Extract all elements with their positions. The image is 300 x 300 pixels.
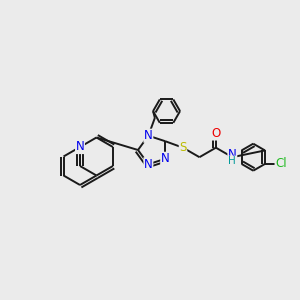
Text: N: N [144, 158, 153, 171]
Text: H: H [229, 156, 236, 166]
Text: S: S [179, 141, 187, 154]
Text: Cl: Cl [275, 158, 287, 170]
Text: N: N [144, 129, 153, 142]
Text: N: N [76, 140, 84, 154]
Text: N: N [161, 152, 170, 165]
Text: O: O [211, 127, 220, 140]
Text: N: N [228, 148, 237, 161]
